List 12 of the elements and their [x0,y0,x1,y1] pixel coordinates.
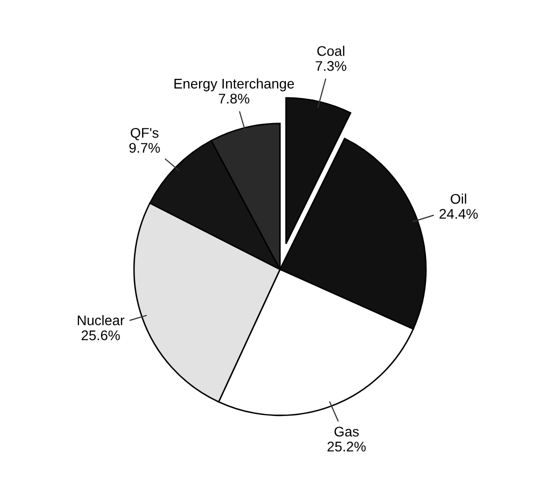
data-label: 25.6% [82,330,120,340]
data-label: 7.8% [218,94,250,104]
slice-label: Coal [317,46,344,56]
data-label: 9.7% [129,142,160,153]
slice-label: Gas [334,426,359,437]
data-label: 24.4% [440,208,478,219]
slice-label: Nuclear [78,315,124,326]
data-label: 25.2% [328,442,366,452]
data-label: 7.3% [316,61,346,71]
slice-label: QF's [130,128,158,140]
slice-label: Oil [450,194,466,204]
slice-label: Energy Interchange [174,78,294,92]
